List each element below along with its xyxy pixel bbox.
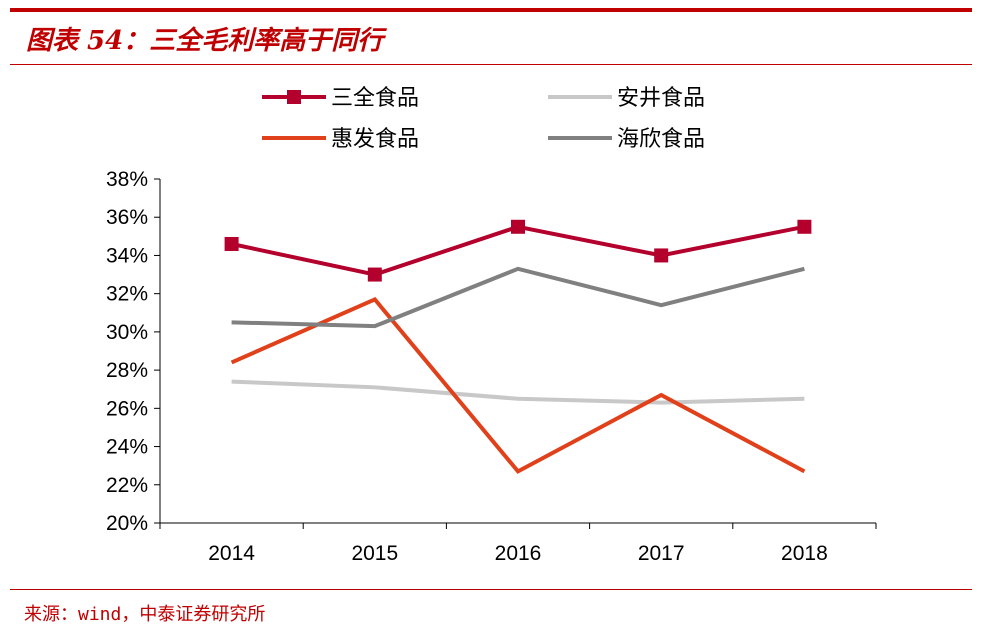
data-point-marker xyxy=(511,219,525,234)
y-tick-label: 34% xyxy=(106,244,148,267)
series-line-2 xyxy=(231,379,805,405)
data-point-marker xyxy=(654,248,669,263)
legend-label: 惠发食品 xyxy=(331,127,419,152)
header-divider xyxy=(10,64,972,65)
y-tick-label: 20% xyxy=(106,512,148,535)
series-line-3 xyxy=(230,296,806,474)
x-tick-label: 2016 xyxy=(495,542,542,565)
chart-title: 图表 54：三全毛利率高于同行 xyxy=(26,26,384,56)
data-point-marker xyxy=(367,267,382,282)
footer-divider xyxy=(10,589,972,590)
x-tick-label: 2015 xyxy=(351,542,398,565)
data-point-marker xyxy=(224,236,239,251)
legend-label: 海欣食品 xyxy=(617,127,705,152)
legend-marker xyxy=(287,90,301,104)
header-top-rule xyxy=(10,8,972,12)
y-tick-label: 26% xyxy=(106,397,148,420)
chart-axes: 20% 22% 24% 26% 28% 30% 32% 34% 36% 38% 2014 2015 20… xyxy=(106,168,877,565)
y-tick-label: 36% xyxy=(106,206,148,229)
chart-series xyxy=(224,219,812,474)
legend-label: 三全食品 xyxy=(331,86,419,111)
series-line-4 xyxy=(231,266,805,329)
legend-label: 安井食品 xyxy=(617,86,705,111)
x-tick-label: 2017 xyxy=(638,542,685,565)
y-tick-label: 28% xyxy=(106,359,148,382)
y-tick-label: 30% xyxy=(106,321,148,344)
source-note: 来源：wind，中泰证券研究所 xyxy=(24,604,266,625)
y-tick-label: 38% xyxy=(106,168,148,191)
x-tick-label: 2018 xyxy=(781,542,828,565)
x-tick-label: 2014 xyxy=(208,542,255,565)
y-tick-label: 22% xyxy=(106,474,148,497)
data-point-marker xyxy=(797,219,812,234)
y-tick-label: 24% xyxy=(106,436,148,459)
y-tick-label: 32% xyxy=(106,283,148,306)
